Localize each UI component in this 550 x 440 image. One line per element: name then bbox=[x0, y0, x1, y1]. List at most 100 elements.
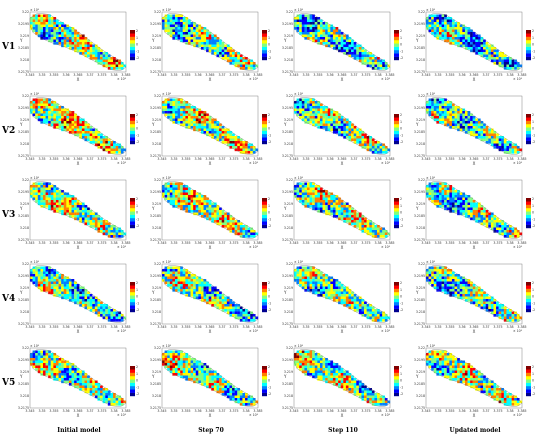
x-tick-label: 3.355 bbox=[181, 157, 190, 161]
y-exponent: × 10⁶ bbox=[294, 92, 304, 96]
x-tick-label: 3.385 bbox=[121, 157, 130, 161]
y-tick-label: 3.219 bbox=[416, 34, 425, 38]
x-tick-label: 3.375 bbox=[493, 325, 502, 329]
x-tick-label: 3.355 bbox=[49, 325, 58, 329]
map-plot: 3.345 3.35 3.355 3.36 3.365 3.37 3.375 3.38 3.38… bbox=[18, 344, 139, 418]
map-panel-v2-2: 3.345 3.35 3.355 3.36 3.365 3.37 3.375 3.38 3.38… bbox=[282, 90, 414, 172]
x-axis-label: X bbox=[209, 413, 212, 418]
map-panel-v1-1: 3.345 3.35 3.355 3.36 3.365 3.37 3.375 3.38 3.38… bbox=[150, 6, 282, 88]
map-panel-v5-1: 3.345 3.35 3.355 3.36 3.365 3.37 3.375 3.38 3.38… bbox=[150, 342, 282, 424]
x-tick-label: 3.385 bbox=[517, 73, 526, 77]
colorbar-tick-label: -1 bbox=[532, 385, 535, 389]
x-axis-label: X bbox=[341, 413, 344, 418]
x-tick-label: 3.385 bbox=[385, 241, 394, 245]
colorbar-tick-label: -2 bbox=[400, 392, 403, 396]
map-panel-v3-3: 3.345 3.35 3.355 3.36 3.365 3.37 3.375 3.38 3.38… bbox=[414, 174, 546, 256]
map-plot: 3.345 3.35 3.355 3.36 3.365 3.37 3.375 3.38 3.38… bbox=[282, 176, 403, 250]
y-exponent: × 10⁶ bbox=[294, 176, 304, 180]
x-tick-label: 3.375 bbox=[493, 157, 502, 161]
x-exponent: × 10⁵ bbox=[249, 413, 259, 417]
x-tick-label: 3.355 bbox=[313, 157, 322, 161]
x-tick-label: 3.375 bbox=[97, 325, 106, 329]
x-tick-label: 3.355 bbox=[313, 325, 322, 329]
colorbar-tick-label: 0 bbox=[400, 127, 402, 131]
colorbar-tick-label: 1 bbox=[268, 120, 270, 124]
colorbar-tick-label: 1 bbox=[400, 288, 402, 292]
y-tick-label: 3.22 bbox=[22, 262, 29, 266]
map-plot: 3.345 3.35 3.355 3.36 3.365 3.37 3.375 3.38 3.38… bbox=[150, 260, 271, 334]
field-cells bbox=[294, 182, 391, 238]
y-tick-label: 3.218 bbox=[284, 142, 293, 146]
x-tick-label: 3.365 bbox=[205, 241, 214, 245]
x-exponent: × 10⁵ bbox=[249, 329, 259, 333]
x-tick-label: 3.365 bbox=[469, 157, 478, 161]
x-tick-label: 3.375 bbox=[97, 409, 106, 413]
y-tick-label: 3.219 bbox=[152, 370, 161, 374]
x-tick-label: 3.38 bbox=[374, 73, 381, 77]
column-label-0: Initial model bbox=[57, 427, 101, 434]
map-panel-v4-3: 3.345 3.35 3.355 3.36 3.365 3.37 3.375 3.38 3.38… bbox=[414, 258, 546, 340]
colorbar-tick-label: -2 bbox=[136, 224, 139, 228]
y-exponent: × 10⁶ bbox=[30, 260, 40, 264]
colorbar-tick-label: -1 bbox=[268, 301, 271, 305]
x-tick-label: 3.385 bbox=[385, 73, 394, 77]
field-cells bbox=[30, 182, 127, 238]
colorbar-tick-label: 2 bbox=[400, 365, 402, 369]
y-tick-label: 3.22 bbox=[418, 10, 425, 14]
x-tick-label: 3.38 bbox=[506, 157, 513, 161]
row-label-v5: V5 bbox=[2, 378, 16, 388]
x-tick-label: 3.345 bbox=[157, 325, 166, 329]
x-tick-label: 3.385 bbox=[253, 409, 262, 413]
y-tick-label: 3.2195 bbox=[282, 274, 293, 278]
y-tick-label: 3.2195 bbox=[414, 106, 425, 110]
colorbar-tick-label: 0 bbox=[532, 379, 534, 383]
colorbar-tick-label: 1 bbox=[268, 288, 270, 292]
colorbar bbox=[130, 114, 135, 145]
x-axis-label: X bbox=[473, 161, 476, 166]
x-tick-label: 3.365 bbox=[73, 409, 82, 413]
x-tick-label: 3.365 bbox=[337, 73, 346, 77]
x-tick-label: 3.38 bbox=[506, 409, 513, 413]
region-outline bbox=[425, 13, 523, 71]
y-tick-label: 3.22 bbox=[286, 346, 293, 350]
x-tick-label: 3.385 bbox=[121, 325, 130, 329]
x-tick-label: 3.38 bbox=[242, 157, 249, 161]
x-tick-label: 3.36 bbox=[458, 157, 465, 161]
colorbar-tick-label: 2 bbox=[268, 281, 270, 285]
y-tick-label: 3.2175 bbox=[18, 238, 29, 242]
y-tick-label: 3.2185 bbox=[18, 214, 29, 218]
y-tick-label: 3.2175 bbox=[282, 154, 293, 158]
x-axis-label: X bbox=[77, 161, 80, 166]
y-tick-label: 3.218 bbox=[152, 394, 161, 398]
x-axis-label: X bbox=[77, 329, 80, 334]
colorbar-tick-label: 0 bbox=[532, 127, 534, 131]
y-tick-label: 3.22 bbox=[286, 94, 293, 98]
field-cells bbox=[162, 350, 259, 406]
y-axis-label: Y bbox=[19, 290, 23, 295]
colorbar-tick-label: 2 bbox=[136, 29, 138, 33]
colorbar-tick-label: 2 bbox=[136, 197, 138, 201]
y-tick-label: 3.22 bbox=[154, 94, 161, 98]
x-tick-label: 3.375 bbox=[97, 73, 106, 77]
colorbar-tick-label: 0 bbox=[400, 295, 402, 299]
colorbar-tick-label: 1 bbox=[268, 204, 270, 208]
x-tick-label: 3.345 bbox=[25, 73, 34, 77]
region-outline bbox=[161, 97, 259, 155]
x-tick-label: 3.35 bbox=[302, 73, 309, 77]
y-axis-label: Y bbox=[415, 38, 419, 43]
y-tick-label: 3.218 bbox=[416, 142, 425, 146]
x-tick-label: 3.35 bbox=[38, 241, 45, 245]
y-tick-label: 3.2185 bbox=[282, 298, 293, 302]
y-axis-label: Y bbox=[151, 206, 155, 211]
x-tick-label: 3.38 bbox=[242, 241, 249, 245]
region-outline bbox=[293, 181, 391, 239]
x-tick-label: 3.36 bbox=[194, 409, 201, 413]
x-tick-label: 3.375 bbox=[493, 409, 502, 413]
field-cells bbox=[426, 14, 523, 70]
colorbar-tick-label: -2 bbox=[136, 140, 139, 144]
colorbar-tick-label: -1 bbox=[136, 217, 139, 221]
x-axis-label: X bbox=[209, 161, 212, 166]
y-tick-label: 3.2195 bbox=[18, 358, 29, 362]
x-tick-label: 3.375 bbox=[493, 241, 502, 245]
y-tick-label: 3.219 bbox=[20, 118, 29, 122]
